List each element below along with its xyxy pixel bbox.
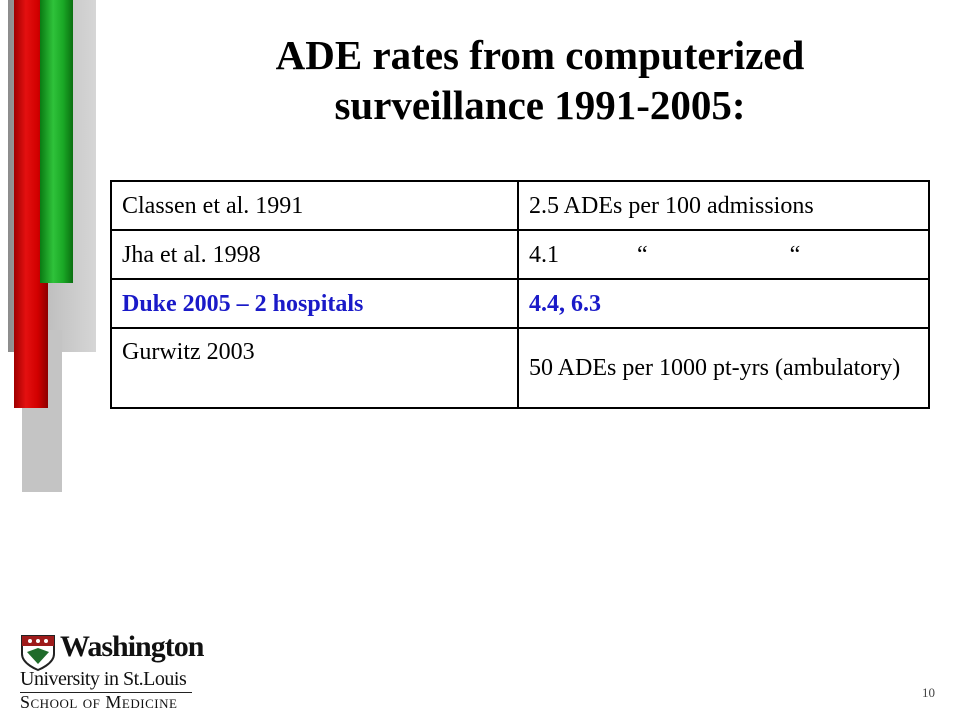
logo-divider — [20, 692, 192, 693]
study-cell: Jha et al. 1998 — [110, 229, 519, 280]
table-row: Classen et al. 1991 2.5 ADEs per 100 adm… — [110, 180, 930, 231]
ade-rates-table: Classen et al. 1991 2.5 ADEs per 100 adm… — [110, 180, 930, 409]
rate-cell: 4.1 “ “ — [517, 229, 930, 280]
rate-cell: 50 ADEs per 1000 pt-yrs (ambulatory) — [517, 327, 930, 409]
table-row-highlighted: Duke 2005 – 2 hospitals 4.4, 6.3 — [110, 278, 930, 329]
shield-crest-icon — [21, 635, 55, 672]
rate-value: 4.1 — [529, 241, 559, 268]
decorative-green-bar — [40, 0, 73, 283]
ditto-mark: “ — [637, 241, 648, 268]
study-cell: Gurwitz 2003 — [110, 327, 519, 409]
slide-title-line1: ADE rates from computerized — [275, 32, 805, 78]
study-cell: Classen et al. 1991 — [110, 180, 519, 231]
logo-line-university: University in St.Louis — [20, 668, 187, 690]
logo-line-washington: Washington — [60, 630, 204, 663]
rate-cell: 4.4, 6.3 — [517, 278, 930, 329]
slide-title-line2: surveillance 1991-2005: — [334, 82, 746, 128]
table-row: Gurwitz 2003 50 ADEs per 1000 pt-yrs (am… — [110, 327, 930, 409]
university-logo: Washington University in St.Louis School… — [14, 630, 204, 712]
ditto-mark: “ — [789, 241, 801, 268]
rate-cell: 2.5 ADEs per 100 admissions — [517, 180, 930, 231]
logo-line-school: School of Medicine — [20, 692, 178, 712]
page-number: 10 — [922, 685, 935, 700]
slide-title: ADE rates from computerized surveillance… — [150, 30, 930, 130]
table-row: Jha et al. 1998 4.1 “ “ — [110, 229, 930, 280]
study-cell: Duke 2005 – 2 hospitals — [110, 278, 519, 329]
